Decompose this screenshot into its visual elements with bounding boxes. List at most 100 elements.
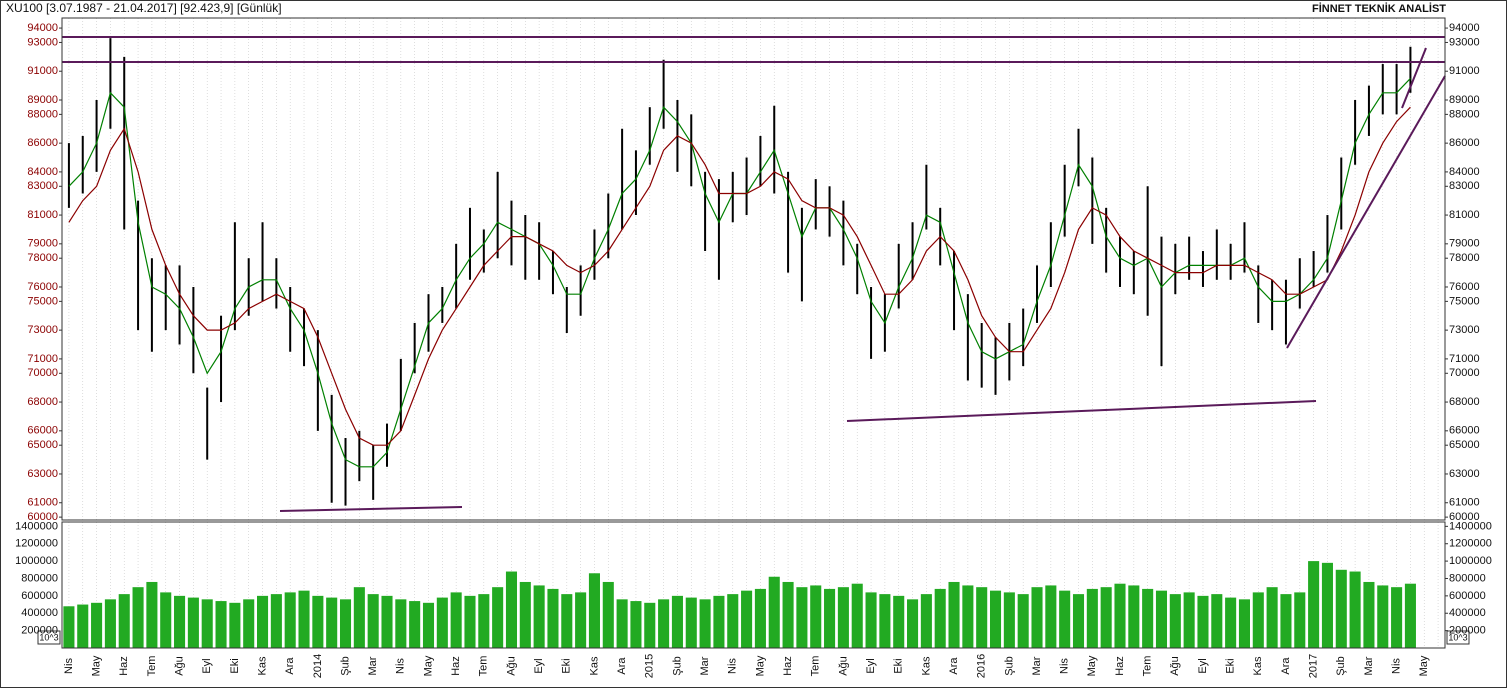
volume-unit: 10^3 — [39, 632, 58, 642]
volume-bar — [547, 588, 559, 648]
volume-bar — [1017, 594, 1029, 648]
volume-bar — [989, 590, 1002, 648]
volume-bar — [1349, 571, 1361, 648]
volume-bar — [1211, 594, 1223, 648]
volume-bar — [671, 595, 683, 648]
volume-bar — [339, 599, 352, 648]
volume-bar — [630, 601, 642, 648]
volume-bar — [160, 592, 172, 648]
y-tick-label: 93000 — [1449, 36, 1480, 48]
x-tick-label: May — [90, 655, 102, 676]
y-tick-label: 200000 — [1449, 625, 1486, 637]
volume-bar — [492, 587, 504, 648]
volume-bar — [713, 595, 725, 648]
volume-bar — [353, 587, 365, 648]
source: FİNNET TEKNİK ANALİST — [1312, 2, 1446, 15]
trend-line — [1286, 75, 1446, 349]
x-tick-label: Kas — [920, 656, 932, 675]
y-tick-label: 75000 — [27, 295, 58, 307]
x-tick-label: Nis — [1059, 658, 1071, 674]
x-tick-label: Nis — [63, 658, 75, 674]
volume-bar — [478, 594, 490, 648]
volume-bar — [893, 595, 905, 648]
volume-bar — [1045, 585, 1057, 648]
y-tick-label: 91000 — [27, 65, 58, 77]
volume-bar — [312, 595, 324, 648]
volume-bar — [381, 595, 393, 648]
x-tick-label: Mar — [367, 656, 379, 675]
y-tick-label: 73000 — [1449, 324, 1480, 336]
y-tick-label: 1000000 — [15, 555, 58, 567]
volume-bar — [422, 602, 435, 648]
marks — [63, 38, 1416, 648]
x-tick-label: Nis — [395, 658, 407, 674]
x-tick-label: 2014 — [312, 654, 324, 678]
volume-bar — [768, 576, 780, 648]
moving-average — [68, 77, 1411, 468]
y-tick-label: 66000 — [27, 425, 58, 437]
volume-bar — [298, 590, 310, 648]
y-tick-label: 63000 — [1449, 468, 1480, 480]
volume-bar — [284, 592, 296, 648]
y-tick-label: 79000 — [27, 238, 58, 250]
volume-bar — [77, 604, 89, 648]
y-tick-label: 89000 — [1449, 94, 1480, 106]
volume-bar — [1059, 590, 1071, 648]
y-tick-label: 84000 — [27, 166, 58, 178]
y-tick-label: 800000 — [1449, 572, 1486, 584]
volume-bar — [934, 588, 946, 648]
x-tick-label: Eki — [893, 658, 905, 673]
volume-bar — [1252, 592, 1264, 648]
x-tick-label: Ağu — [505, 656, 517, 676]
y-tick-label: 94000 — [27, 22, 58, 34]
x-tick-label: Ara — [1280, 657, 1292, 675]
trend-line — [279, 506, 463, 512]
volume-bar — [962, 585, 974, 648]
chart-title: XU100 [3.07.1987 - 21.04.2017] [92.423,9… — [6, 1, 282, 15]
x-tick-label: Şub — [339, 656, 351, 676]
volume-bar — [976, 587, 988, 648]
volume-bar — [1335, 569, 1347, 648]
volume-bar — [575, 592, 587, 648]
x-tick-label: Haz — [1114, 656, 1126, 676]
x-tick-label: 2017 — [1308, 654, 1320, 678]
volume-bar — [837, 587, 849, 648]
x-tick-label: Şub — [1335, 656, 1347, 676]
y-tick-label: 78000 — [27, 252, 58, 264]
x-tick-label: Mar — [1031, 656, 1043, 675]
y-tick-label: 600000 — [21, 590, 58, 602]
x-tick-label: May — [754, 655, 766, 676]
volume-bar — [1391, 587, 1403, 648]
y-tick-label: 68000 — [27, 396, 58, 408]
x-tick-label: Eyl — [533, 658, 545, 673]
volume-bar — [1100, 587, 1112, 648]
volume-bar — [1280, 594, 1292, 648]
volume-bar — [1086, 588, 1098, 648]
volume-bar — [824, 588, 836, 648]
x-tick-label: Eki — [561, 658, 573, 673]
volume-bar — [561, 594, 573, 648]
x-tick-label: Mar — [1363, 656, 1375, 675]
y-tick-label: 79000 — [1449, 238, 1480, 250]
volume-bar — [588, 573, 600, 648]
volume-bar — [1072, 594, 1085, 648]
x-tick-label: Tem — [810, 656, 822, 677]
volume-bar — [1003, 592, 1015, 648]
volume-bar — [1169, 594, 1181, 648]
y-tick-label: 86000 — [27, 137, 58, 149]
x-tick-label: 2016 — [976, 654, 988, 678]
volume-bar — [395, 599, 407, 648]
y-tick-label: 66000 — [1449, 425, 1480, 437]
x-tick-label: 2015 — [644, 654, 656, 678]
y-tick-label: 88000 — [1449, 108, 1480, 120]
x-tick-label: Nis — [1391, 658, 1403, 674]
volume-bar — [810, 585, 822, 648]
x-tick-label: Haz — [118, 656, 130, 676]
volume-unit: 10^3 — [1448, 632, 1467, 642]
volume-bar — [91, 602, 103, 648]
volume-bar — [201, 599, 213, 648]
y-tick-label: 70000 — [1449, 367, 1480, 379]
y-tick-label: 1200000 — [1449, 538, 1492, 550]
trend-line — [846, 400, 1317, 422]
volume-bar — [215, 601, 227, 648]
